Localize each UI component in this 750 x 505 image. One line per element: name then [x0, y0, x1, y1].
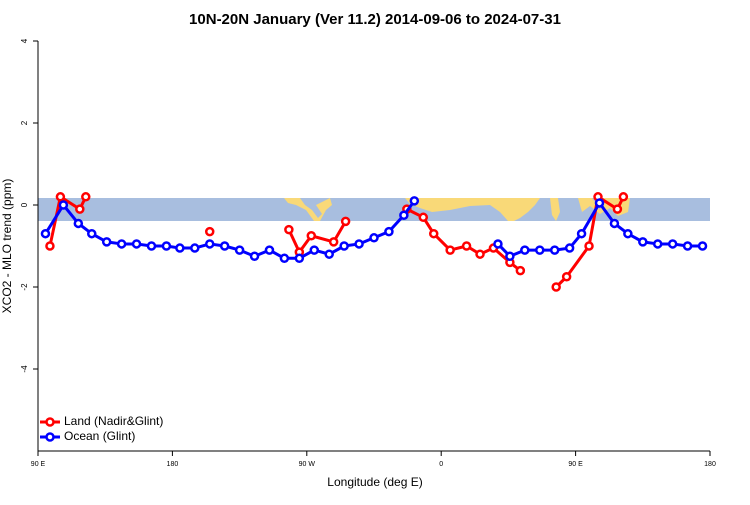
point — [264, 245, 275, 255]
map-band — [38, 198, 710, 221]
point — [58, 200, 69, 210]
point — [549, 245, 560, 255]
point — [146, 241, 157, 251]
point — [667, 239, 678, 249]
point — [175, 243, 185, 253]
point — [576, 228, 587, 239]
series — [40, 196, 708, 264]
x-tick-label: 180 — [167, 461, 179, 468]
point — [493, 239, 503, 249]
point — [340, 216, 351, 227]
legend-label: Land (Nadir&Glint) — [64, 414, 163, 428]
point — [594, 198, 605, 208]
point — [328, 237, 339, 247]
point — [306, 231, 317, 241]
land-band — [284, 198, 332, 221]
point — [40, 228, 51, 239]
point — [551, 282, 561, 292]
point — [652, 239, 663, 249]
point — [409, 196, 420, 206]
x-axis-label: Longitude (deg E) — [327, 475, 422, 489]
point — [584, 241, 594, 251]
point — [445, 245, 455, 255]
point — [161, 241, 172, 251]
point — [219, 241, 230, 251]
legend-marker — [45, 432, 55, 442]
y-tick-label: 4 — [20, 38, 29, 43]
point — [73, 218, 84, 229]
y-axis-label: XCO2 - MLO trend (ppm) — [0, 179, 14, 314]
point — [204, 226, 215, 237]
y-tick-label: -2 — [20, 283, 29, 291]
point — [45, 241, 55, 251]
x-tick-label: 90 W — [299, 461, 316, 468]
point — [515, 265, 526, 276]
point — [309, 245, 320, 255]
point — [234, 245, 245, 255]
point — [428, 228, 439, 239]
point — [609, 218, 620, 229]
point — [75, 204, 85, 214]
point — [535, 245, 545, 255]
point — [418, 212, 429, 223]
point — [279, 253, 290, 264]
land-band — [405, 198, 540, 221]
x-tick-label: 90 E — [568, 461, 583, 468]
point — [612, 204, 623, 214]
point — [204, 239, 215, 249]
legend-label: Ocean (Glint) — [64, 429, 135, 443]
y-tick-label: 0 — [20, 202, 29, 207]
point — [284, 224, 294, 235]
point — [116, 239, 127, 249]
x-tick-label: 90 E — [31, 461, 46, 468]
point — [81, 192, 91, 202]
point — [564, 243, 575, 253]
x-tick-label: 0 — [439, 461, 443, 468]
point — [638, 237, 648, 247]
point — [384, 226, 394, 237]
point — [618, 192, 629, 202]
point — [682, 241, 693, 251]
x-tick-label: 180 — [704, 461, 716, 468]
chart-title: 10N-20N January (Ver 11.2) 2014-09-06 to… — [189, 11, 561, 28]
point — [475, 249, 485, 259]
point — [623, 228, 633, 239]
land-band — [550, 198, 560, 221]
point — [354, 239, 364, 249]
y-tick-label: 2 — [20, 120, 29, 125]
ocean-band — [38, 198, 710, 221]
legend-marker — [45, 417, 55, 427]
point — [190, 243, 200, 253]
point — [339, 241, 349, 251]
point — [55, 192, 66, 202]
point — [294, 253, 305, 264]
point — [87, 228, 97, 239]
point — [561, 272, 572, 282]
point — [461, 241, 472, 251]
point — [101, 237, 112, 247]
point — [520, 245, 530, 255]
point — [131, 239, 142, 249]
point — [399, 210, 409, 220]
point — [697, 241, 708, 251]
point — [249, 251, 260, 261]
point — [369, 233, 379, 243]
point — [505, 251, 515, 261]
y-tick-label: -4 — [20, 365, 29, 373]
point — [324, 249, 334, 259]
